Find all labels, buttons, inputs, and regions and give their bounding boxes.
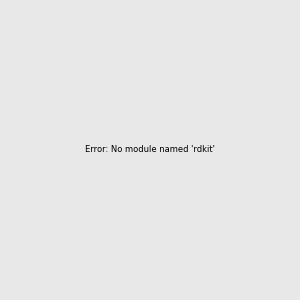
Text: Error: No module named 'rdkit': Error: No module named 'rdkit': [85, 146, 215, 154]
